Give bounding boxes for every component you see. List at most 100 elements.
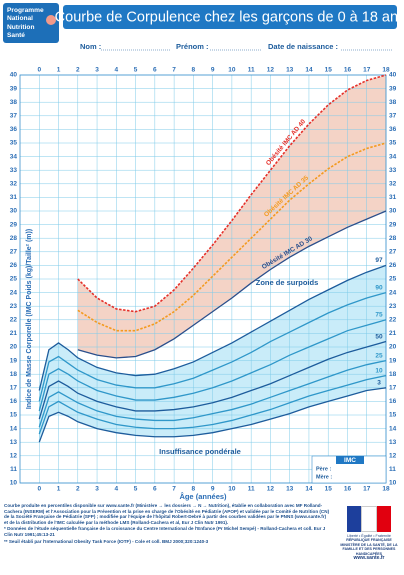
logo-text: Programme [7, 7, 44, 14]
form-label: Date de naissance : [268, 42, 338, 51]
x-tick-label: 12 [267, 67, 275, 74]
form-label: Nom : [80, 42, 101, 51]
y-tick-label: 28 [10, 235, 18, 242]
x-tick-label: 7 [172, 67, 176, 74]
y-tick-label: 19 [10, 357, 18, 364]
title-banner [63, 5, 397, 29]
x-tick-label: 2 [76, 67, 80, 74]
series-line [77, 210, 387, 359]
y-tick-label: 26 [389, 262, 397, 269]
x-tick-label: 16 [344, 486, 352, 493]
logo-text: National [7, 15, 33, 22]
y-tick-label: 11 [389, 466, 396, 473]
y-tick-label: 27 [389, 249, 397, 256]
y-tick-label: 17 [10, 385, 18, 392]
x-tick-label: 12 [267, 486, 275, 493]
y-tick-label: 25 [389, 276, 397, 283]
series-label: 75 [375, 312, 383, 319]
series-line [38, 374, 387, 435]
y-tick-label: 16 [389, 398, 397, 405]
y-tick-label: 12 [389, 453, 397, 460]
x-tick-label: 6 [153, 486, 157, 493]
y-tick-label: 21 [389, 330, 397, 337]
y-tick-label: 18 [389, 371, 397, 378]
x-tick-label: 11 [248, 67, 255, 74]
x-tick-label: 13 [286, 67, 294, 74]
y-tick-label: 34 [10, 153, 18, 160]
x-tick-label: 7 [172, 486, 176, 493]
y-tick-label: 33 [389, 167, 397, 174]
y-tick-label: 14 [10, 425, 18, 432]
x-tick-label: 16 [344, 67, 352, 74]
y-tick-label: 10 [10, 480, 18, 487]
y-tick-label: 12 [10, 453, 18, 460]
y-tick-label: 34 [389, 153, 397, 160]
y-tick-label: 35 [10, 140, 18, 147]
y-tick-label: 31 [389, 194, 397, 201]
x-tick-label: 2 [76, 486, 80, 493]
series-label: 25 [375, 352, 383, 359]
annotation: Zone de surpoids [256, 278, 319, 287]
logo-text: Liberté • Égalité • Fraternité [347, 534, 391, 538]
ministry-logo: Liberté • Égalité • Fraternité RÉPUBLIQU… [338, 506, 400, 572]
y-tick-label: 31 [10, 194, 18, 201]
x-tick-label: 17 [363, 486, 371, 493]
y-tick-label: 32 [10, 181, 18, 188]
y-tick-label: 38 [389, 99, 397, 106]
x-tick-label: 15 [325, 67, 333, 74]
x-tick-label: 1 [57, 486, 61, 493]
y-tick-label: 19 [389, 357, 397, 364]
x-tick-label: 15 [325, 486, 333, 493]
y-tick-label: 40 [10, 72, 18, 79]
x-tick-label: 1 [57, 67, 61, 74]
y-tick-label: 40 [389, 72, 397, 79]
y-tick-label: 23 [389, 303, 397, 310]
y-tick-label: 20 [10, 344, 18, 351]
y-tick-label: 15 [10, 412, 18, 419]
y-tick-label: 39 [389, 85, 397, 92]
x-tick-label: 14 [305, 67, 313, 74]
x-tick-label: 11 [248, 486, 255, 493]
imc-box-header [336, 456, 364, 464]
x-tick-label: 5 [134, 486, 138, 493]
series-line [38, 264, 387, 391]
series-line [77, 74, 387, 313]
y-tick-label: 13 [389, 439, 397, 446]
x-axis-title: Âge (années) [179, 492, 227, 501]
series-label: 10 [375, 367, 383, 374]
logo-text: RÉPUBLIQUE FRANÇAISE [346, 538, 392, 543]
x-tick-label: 14 [305, 486, 313, 493]
x-tick-label: 3 [95, 486, 99, 493]
x-tick-label: 8 [192, 486, 196, 493]
logo-text: Nutrition [7, 24, 34, 31]
y-tick-label: 30 [10, 208, 18, 215]
footer-text: ** Seuil établi par l'International Obes… [4, 538, 209, 544]
x-tick-label: 3 [95, 67, 99, 74]
annotation: Insuffisance pondérale [159, 447, 241, 456]
y-tick-label: 21 [10, 330, 18, 337]
y-tick-label: 23 [10, 303, 18, 310]
footer: Courbe produite en percentiles disponibl… [4, 503, 330, 545]
series-label: 90 [375, 284, 383, 291]
y-tick-label: 26 [10, 262, 18, 269]
y-tick-label: 35 [389, 140, 397, 147]
footer-text: * Données de l'étude séquentielle frança… [4, 526, 326, 537]
x-tick-label: 5 [134, 67, 138, 74]
x-tick-label: 8 [192, 67, 196, 74]
y-tick-label: 37 [10, 113, 18, 120]
series-line [38, 387, 387, 443]
y-tick-label: 25 [10, 276, 18, 283]
plot-frame [19, 74, 387, 484]
logo-text: Santé [7, 32, 25, 39]
footer-text: Courbe produite en percentiles disponibl… [4, 503, 330, 525]
y-tick-label: 16 [10, 398, 18, 405]
y-tick-label: 18 [10, 371, 18, 378]
y-tick-label: 29 [10, 221, 18, 228]
y-tick-label: 36 [10, 126, 18, 133]
x-tick-label: 4 [115, 486, 119, 493]
y-tick-label: 27 [10, 249, 18, 256]
y-tick-label: 10 [389, 480, 397, 487]
y-tick-label: 36 [389, 126, 397, 133]
